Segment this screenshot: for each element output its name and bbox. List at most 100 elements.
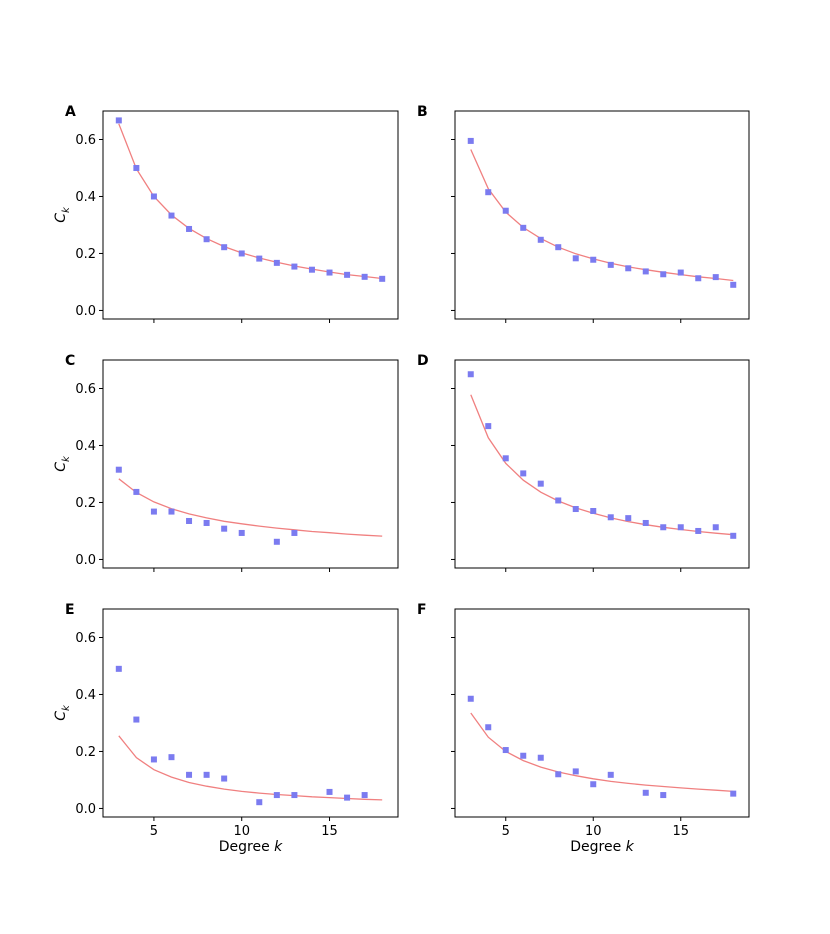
panel-f: F 5 10 15 Degree k bbox=[417, 602, 750, 855]
data-point-c bbox=[168, 508, 175, 515]
data-point-d bbox=[555, 497, 562, 504]
data-point-b bbox=[520, 224, 527, 231]
data-point-f bbox=[730, 790, 737, 797]
y-axis-label: Ck bbox=[53, 455, 72, 472]
fit-line-d bbox=[470, 394, 734, 536]
data-point-a bbox=[133, 164, 140, 171]
data-point-e bbox=[203, 771, 210, 778]
data-point-b bbox=[677, 269, 684, 276]
x-axis-label: Degree k bbox=[570, 839, 634, 855]
data-point-d bbox=[677, 524, 684, 531]
data-point-d bbox=[590, 508, 597, 515]
data-point-b bbox=[485, 189, 492, 196]
panel-label-f: F bbox=[417, 602, 427, 618]
data-point-a bbox=[344, 271, 351, 278]
data-point-c bbox=[221, 525, 228, 532]
data-point-a bbox=[221, 244, 228, 251]
fit-line-e bbox=[118, 735, 383, 801]
data-point-d bbox=[642, 519, 649, 526]
y-tick-label: 0.4 bbox=[75, 190, 96, 205]
data-point-f bbox=[467, 695, 474, 702]
data-point-e bbox=[273, 792, 280, 799]
fit-line-a bbox=[118, 123, 383, 280]
panel-a: A 0.0 0.2 0.4 0.6 Ck bbox=[53, 104, 399, 323]
fit-line-f bbox=[470, 712, 734, 793]
x-axis-label: Degree k bbox=[219, 839, 283, 855]
data-point-b bbox=[555, 244, 562, 251]
x-tick-label: 5 bbox=[150, 824, 158, 839]
data-point-b bbox=[625, 265, 632, 272]
data-point-d bbox=[730, 532, 737, 539]
y-tick-label: 0.2 bbox=[75, 247, 96, 262]
panel-label-b: B bbox=[417, 104, 428, 120]
data-point-d bbox=[502, 455, 509, 462]
data-point-b bbox=[467, 137, 474, 144]
panel-b: B bbox=[417, 104, 750, 323]
data-point-d bbox=[537, 480, 544, 487]
data-point-a bbox=[308, 266, 315, 273]
panel-e: E 0.0 0.2 0.4 0.6 5 10 15 Ck Degree k bbox=[53, 602, 399, 855]
data-point-a bbox=[273, 259, 280, 266]
data-point-a bbox=[256, 255, 263, 262]
data-point-e bbox=[361, 792, 368, 799]
x-tick-label: 10 bbox=[585, 824, 602, 839]
data-point-b bbox=[607, 261, 614, 268]
data-point-f bbox=[555, 771, 562, 778]
data-point-d bbox=[572, 506, 579, 513]
plot-frame-a bbox=[102, 110, 399, 320]
panel-d: D bbox=[417, 353, 750, 572]
y-tick-label: 0.0 bbox=[75, 553, 96, 568]
data-point-a bbox=[150, 193, 157, 200]
y-tick-label: 0.6 bbox=[75, 133, 96, 148]
data-point-a bbox=[168, 212, 175, 219]
data-point-f bbox=[660, 792, 667, 799]
y-axis-label: Ck bbox=[53, 206, 72, 223]
data-point-a bbox=[291, 263, 298, 270]
data-point-c bbox=[291, 529, 298, 536]
y-axis-label: Ck bbox=[53, 704, 72, 721]
panel-label-a: A bbox=[65, 104, 76, 120]
data-point-f bbox=[537, 754, 544, 761]
panel-label-d: D bbox=[417, 353, 429, 369]
y-tick-label: 0.2 bbox=[75, 496, 96, 511]
y-tick-label: 0.6 bbox=[75, 631, 96, 646]
data-point-b bbox=[502, 207, 509, 214]
x-tick-label: 5 bbox=[502, 824, 510, 839]
data-point-f bbox=[502, 747, 509, 754]
data-point-a bbox=[203, 236, 210, 243]
data-point-d bbox=[485, 423, 492, 430]
plot-frame-c bbox=[102, 359, 399, 569]
data-point-c bbox=[150, 508, 157, 515]
data-point-b bbox=[537, 236, 544, 243]
data-point-c bbox=[133, 488, 140, 495]
data-point-c bbox=[115, 466, 122, 473]
data-point-d bbox=[712, 524, 719, 531]
y-tick-label: 0.4 bbox=[75, 439, 96, 454]
data-point-a bbox=[115, 117, 122, 124]
data-point-e bbox=[133, 716, 140, 723]
data-point-a bbox=[379, 275, 386, 282]
y-tick-label: 0.4 bbox=[75, 688, 96, 703]
data-point-c bbox=[273, 538, 280, 545]
x-tick-label: 15 bbox=[672, 824, 689, 839]
data-point-b bbox=[590, 256, 597, 263]
fit-line-b bbox=[470, 149, 734, 282]
data-point-f bbox=[572, 768, 579, 775]
fit-line-c bbox=[118, 478, 383, 537]
y-tick-label: 0.0 bbox=[75, 304, 96, 319]
data-point-b bbox=[712, 274, 719, 281]
x-tick-label: 15 bbox=[321, 824, 338, 839]
data-point-b bbox=[642, 268, 649, 275]
data-point-b bbox=[730, 281, 737, 288]
data-point-e bbox=[256, 799, 263, 806]
data-point-a bbox=[238, 250, 245, 257]
data-point-e bbox=[150, 756, 157, 763]
data-point-d bbox=[695, 527, 702, 534]
data-point-e bbox=[168, 754, 175, 761]
data-point-d bbox=[607, 514, 614, 521]
panel-label-c: C bbox=[65, 353, 75, 369]
y-tick-label: 0.2 bbox=[75, 745, 96, 760]
data-point-a bbox=[186, 225, 193, 232]
data-point-a bbox=[326, 269, 333, 276]
data-point-e bbox=[186, 771, 193, 778]
